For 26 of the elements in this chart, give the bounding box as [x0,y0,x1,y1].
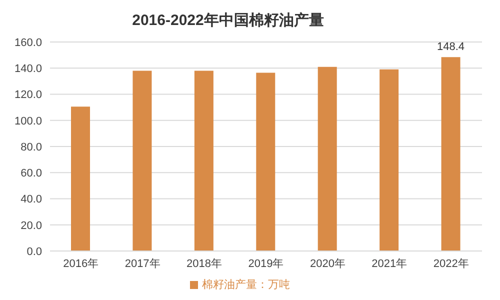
y-tick-label: 100.0 [14,115,42,128]
bar [194,70,214,251]
y-tick-label: 20.0 [20,220,42,232]
bar [132,70,152,251]
x-tick-label: 2018年 [186,258,222,270]
x-tick-label: 2020年 [310,258,346,270]
bar [318,66,337,251]
bar [256,72,276,251]
x-tick-label: 2022年 [433,258,469,270]
bar [441,57,460,251]
legend-label: 棉籽油产量：万吨 [202,279,290,291]
y-tick-label: 120.0 [14,89,42,102]
y-tick-label: 80.0 [20,141,42,154]
y-tick-label: 40.0 [20,194,42,206]
x-tick-label: 2019年 [248,258,284,270]
y-tick-label: 60.0 [20,168,42,180]
bar [380,69,399,251]
chart-title: 2016-2022年中国棉籽油产量 [131,11,325,31]
y-tick-label: 140.0 [14,63,42,76]
x-tick-label: 2017年 [124,258,160,270]
data-label: 148.4 [437,41,465,54]
y-tick-label: 160.0 [14,36,42,49]
x-tick-label: 2016年 [63,258,99,270]
x-tick-label: 2021年 [372,258,408,270]
bar [71,106,90,251]
y-tick-label: 0.0 [26,246,42,258]
